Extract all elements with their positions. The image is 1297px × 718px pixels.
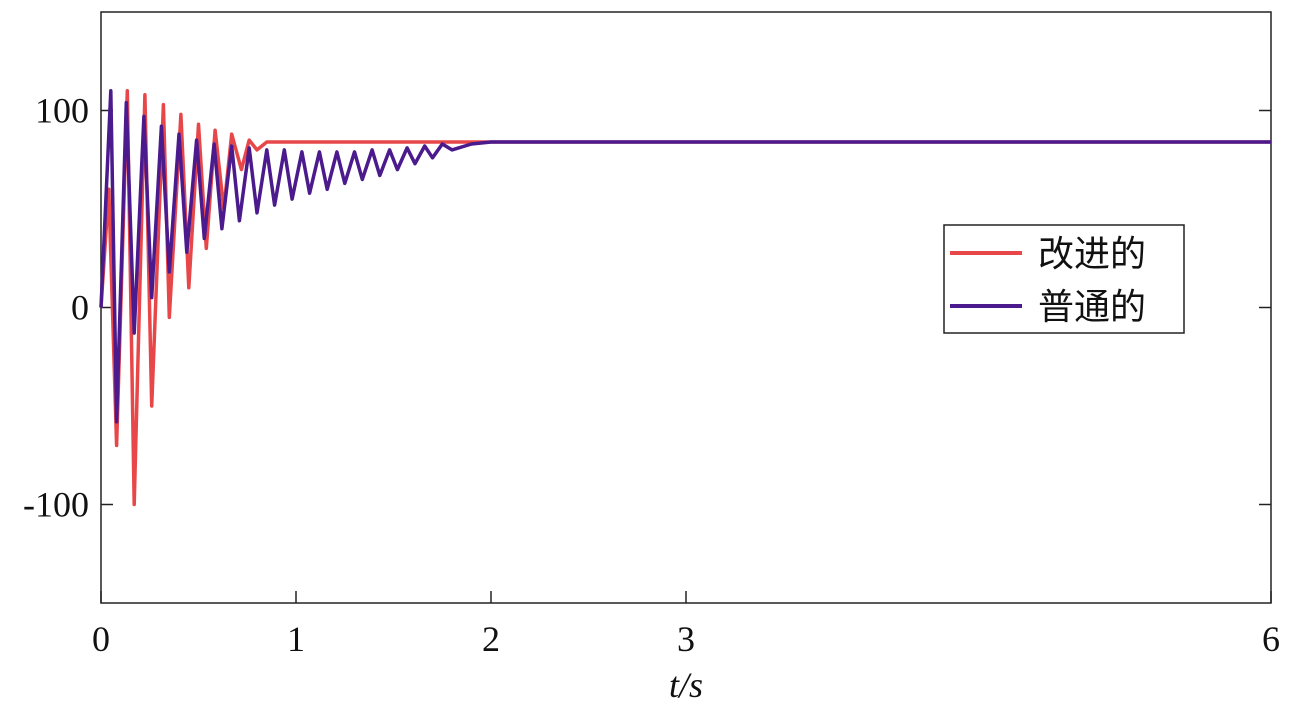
x-axis-label: t/s xyxy=(669,665,703,705)
x-tick-label: 3 xyxy=(677,619,695,659)
x-tick-label: 2 xyxy=(482,619,500,659)
y-tick-label: 0 xyxy=(71,288,89,328)
y-tick-label: 100 xyxy=(35,91,89,131)
x-tick-label: 1 xyxy=(287,619,305,659)
series-line xyxy=(99,89,1271,424)
legend-box xyxy=(943,224,1185,334)
y-tick-label: -100 xyxy=(23,485,89,525)
x-tick-label: 6 xyxy=(1262,619,1280,659)
legend-label: 普通的 xyxy=(1038,287,1146,328)
legend-label: 改进的 xyxy=(1038,234,1146,275)
x-tick-label: 0 xyxy=(92,619,110,659)
